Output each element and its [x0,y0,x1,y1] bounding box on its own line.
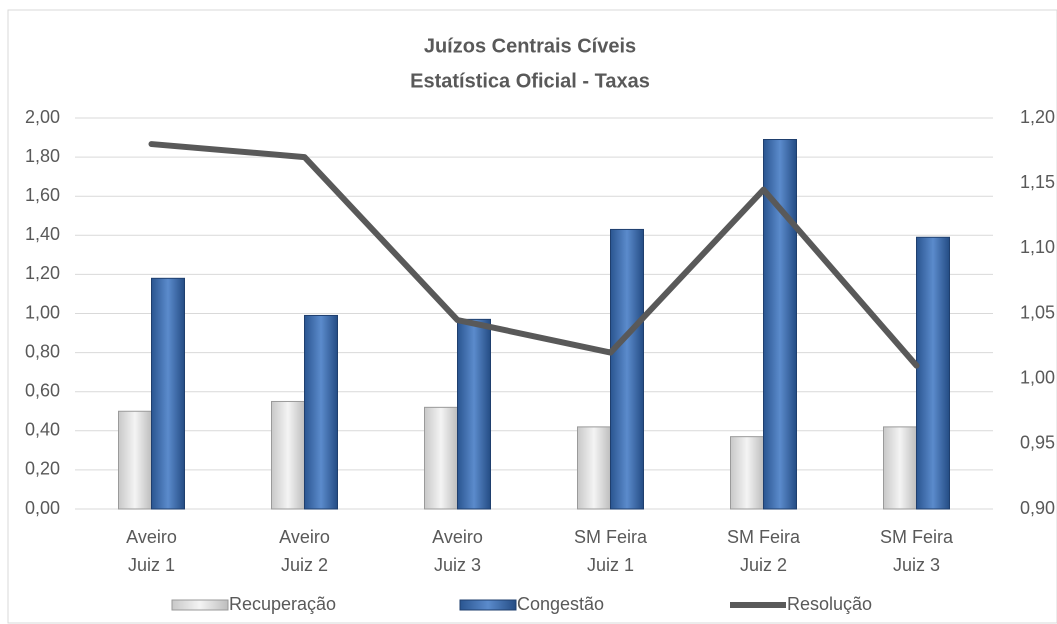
y-tick-label: 2,00 [25,107,60,127]
y2-tick-label: 1,00 [1020,367,1055,387]
bar [271,400,305,510]
bar [304,314,338,510]
y-tick-label: 0,00 [25,498,60,518]
x-tick-label: SM Feira [880,527,954,547]
x-tick-label: SM Feira [727,527,801,547]
legend-label: Resolução [787,594,872,614]
bar [151,277,185,510]
y-tick-label: 0,20 [25,459,60,479]
line-series [148,141,920,369]
x-tick-label: SM Feira [574,527,648,547]
y-tick-label: 0,40 [25,420,60,440]
x-tick-label: Aveiro [126,527,177,547]
bar [610,228,644,510]
y2-tick-label: 1,15 [1020,172,1055,192]
y2-tick-label: 0,90 [1020,498,1055,518]
chart-subtitle: Estatística Oficial - Taxas [410,70,650,92]
x-tick-label: Juiz 3 [434,555,481,575]
y-tick-label: 1,60 [25,185,60,205]
legend-label: Congestão [517,594,604,614]
x-tick-label: Juiz 1 [587,555,634,575]
x-tick-label: Aveiro [279,527,330,547]
x-tick-label: Aveiro [432,527,483,547]
legend-swatch [459,599,517,611]
y2-tick-label: 0,95 [1020,433,1055,453]
bar [730,436,764,510]
legend-swatch [171,599,229,611]
bar [457,318,491,510]
y2-tick-label: 1,10 [1020,237,1055,257]
bar [763,139,797,510]
bar [883,426,917,510]
legend-label: Recuperação [229,594,336,614]
y-tick-label: 1,00 [25,302,60,322]
x-tick-label: Juiz 2 [281,555,328,575]
chart-title: Juízos Centrais Cíveis [424,35,636,57]
bar [424,406,458,510]
y-tick-label: 1,80 [25,146,60,166]
bar [577,426,611,510]
y-tick-label: 1,20 [25,263,60,283]
bar [916,236,950,510]
x-tick-label: Juiz 3 [893,555,940,575]
x-tick-label: Juiz 1 [128,555,175,575]
x-tick-label: Juiz 2 [740,555,787,575]
y2-tick-label: 1,05 [1020,302,1055,322]
y-tick-label: 0,60 [25,380,60,400]
bar [118,410,152,510]
y-tick-label: 1,40 [25,224,60,244]
y-tick-label: 0,80 [25,341,60,361]
y2-tick-label: 1,20 [1020,107,1055,127]
